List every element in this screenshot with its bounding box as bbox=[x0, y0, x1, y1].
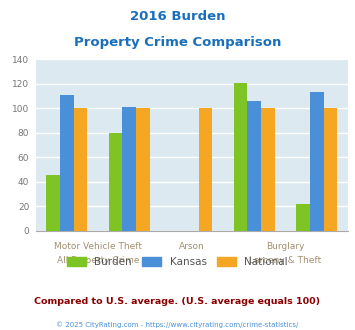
Text: Larceny & Theft: Larceny & Theft bbox=[249, 256, 322, 265]
Bar bbox=[109, 133, 122, 231]
Bar bbox=[310, 92, 323, 231]
Legend: Burden, Kansas, National: Burden, Kansas, National bbox=[67, 257, 288, 267]
Text: Burglary: Burglary bbox=[266, 242, 305, 251]
Bar bbox=[323, 109, 337, 231]
Bar bbox=[46, 175, 60, 231]
Text: Property Crime Comparison: Property Crime Comparison bbox=[74, 36, 281, 49]
Text: Arson: Arson bbox=[179, 242, 204, 251]
Text: © 2025 CityRating.com - https://www.cityrating.com/crime-statistics/: © 2025 CityRating.com - https://www.city… bbox=[56, 322, 299, 328]
Text: Compared to U.S. average. (U.S. average equals 100): Compared to U.S. average. (U.S. average … bbox=[34, 297, 321, 306]
Bar bbox=[60, 95, 73, 231]
Bar bbox=[234, 83, 247, 231]
Bar bbox=[198, 109, 212, 231]
Text: Motor Vehicle Theft: Motor Vehicle Theft bbox=[54, 242, 142, 251]
Bar bbox=[296, 204, 310, 231]
Text: 2016 Burden: 2016 Burden bbox=[130, 10, 225, 23]
Bar bbox=[73, 109, 87, 231]
Bar bbox=[247, 101, 261, 231]
Text: All Property Crime: All Property Crime bbox=[57, 256, 139, 265]
Bar bbox=[122, 107, 136, 231]
Bar bbox=[136, 109, 150, 231]
Bar bbox=[261, 109, 275, 231]
